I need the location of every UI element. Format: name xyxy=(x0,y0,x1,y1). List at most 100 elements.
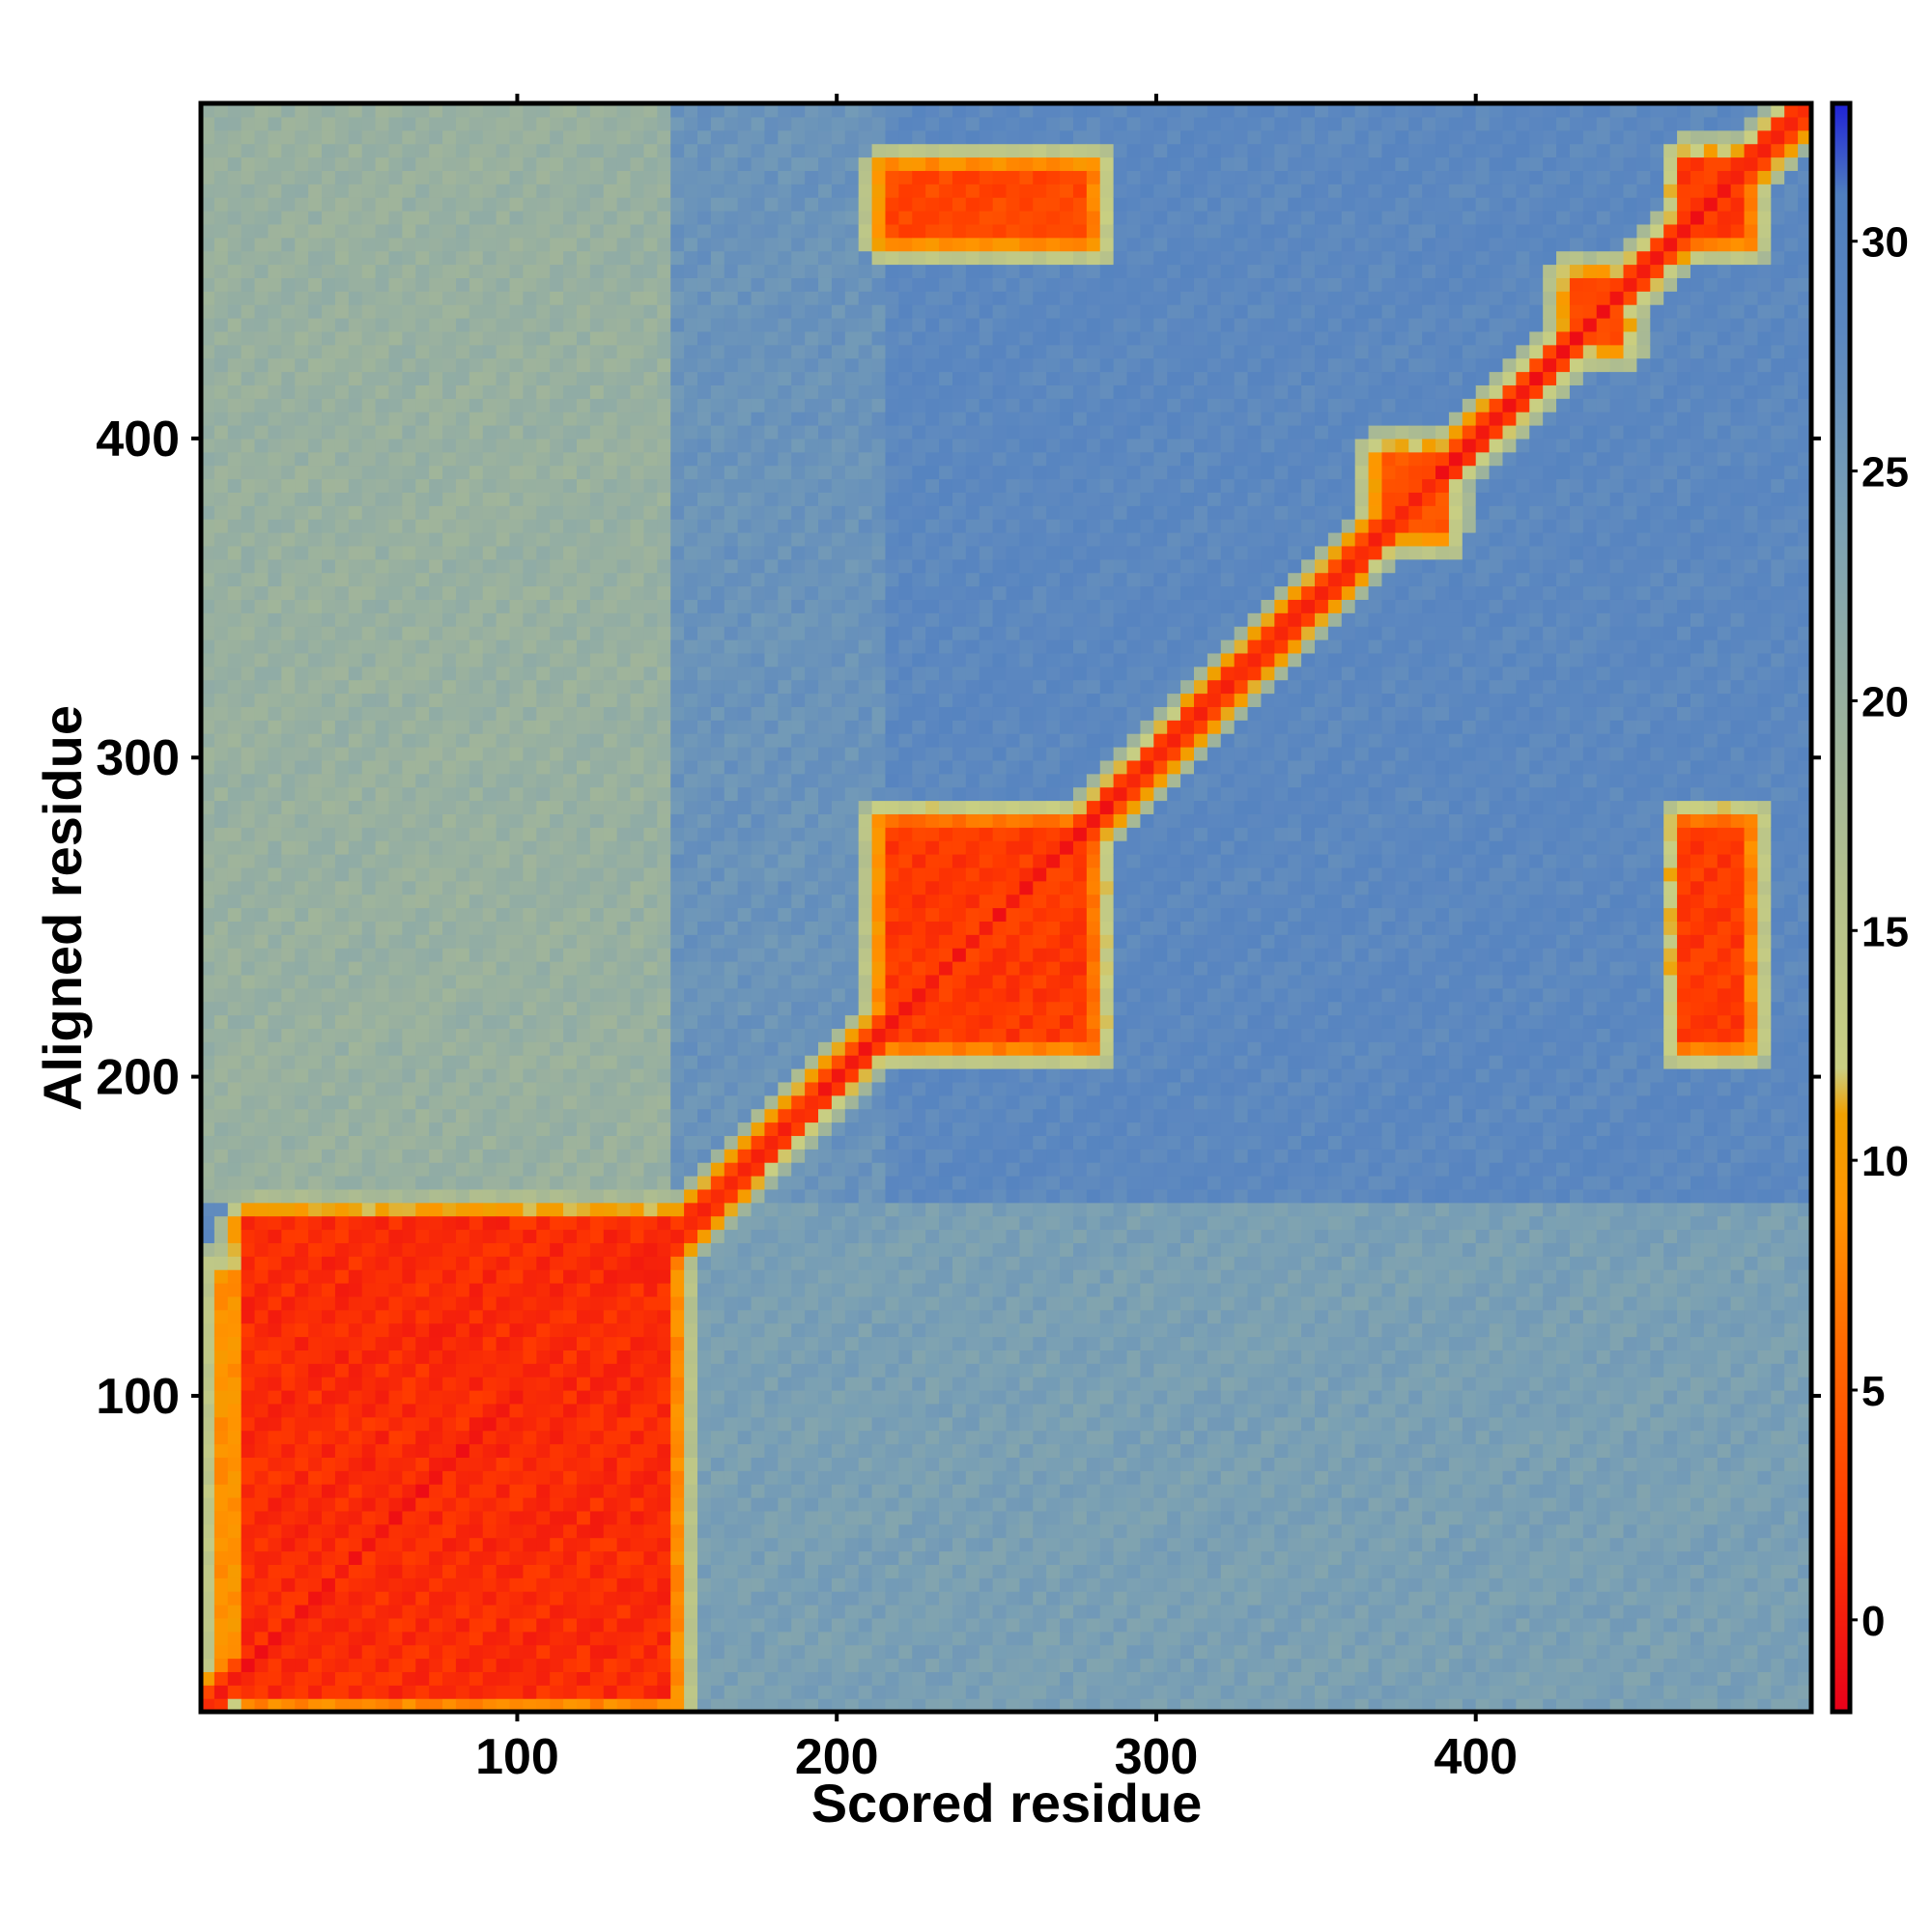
heatmap-cell xyxy=(724,1537,739,1552)
heatmap-cell xyxy=(388,1631,403,1646)
heatmap-cell xyxy=(201,974,215,989)
heatmap-cell xyxy=(334,237,350,252)
heatmap-cell xyxy=(657,894,671,909)
heatmap-cell xyxy=(442,934,457,949)
heatmap-cell xyxy=(469,1443,484,1458)
heatmap-cell xyxy=(523,425,537,440)
heatmap-cell xyxy=(295,1188,309,1204)
heatmap-cell xyxy=(375,827,390,841)
heatmap-cell xyxy=(295,371,309,385)
heatmap-cell xyxy=(308,1685,323,1699)
heatmap-cell xyxy=(201,585,215,600)
heatmap-cell xyxy=(455,156,470,171)
heatmap-cell xyxy=(415,1577,430,1592)
heatmap-cell xyxy=(268,371,282,385)
heatmap-cell xyxy=(657,1176,671,1190)
heatmap-cell xyxy=(227,1363,242,1378)
heatmap-cell xyxy=(268,1457,282,1471)
heatmap-cell xyxy=(308,558,323,574)
heatmap-cell xyxy=(254,706,270,721)
heatmap-cell xyxy=(348,1390,363,1405)
heatmap-cell xyxy=(751,1176,766,1190)
heatmap-cell xyxy=(415,1055,430,1069)
heatmap-cell xyxy=(657,1001,671,1016)
heatmap-cell xyxy=(469,1644,484,1660)
heatmap-cell xyxy=(241,1363,256,1378)
heatmap-cell xyxy=(254,1457,270,1471)
heatmap-cell xyxy=(429,1631,443,1646)
heatmap-cell xyxy=(442,1685,457,1699)
heatmap-cell xyxy=(657,1390,671,1405)
heatmap-cell xyxy=(268,693,282,707)
heatmap-cell xyxy=(630,1457,645,1471)
heatmap-cell xyxy=(509,1377,524,1391)
heatmap-cell xyxy=(361,1135,377,1150)
heatmap-cell xyxy=(334,1350,350,1364)
heatmap-cell xyxy=(563,519,578,533)
heatmap-cell xyxy=(388,143,403,158)
heatmap-cell xyxy=(696,304,712,319)
heatmap-cell xyxy=(402,223,416,239)
heatmap-cell xyxy=(308,223,323,239)
heatmap-cell xyxy=(724,907,739,922)
heatmap-cell xyxy=(295,1336,309,1350)
heatmap-cell xyxy=(496,733,511,748)
heatmap-cell xyxy=(576,1658,591,1672)
heatmap-cell xyxy=(523,867,537,882)
heatmap-cell xyxy=(334,532,350,547)
heatmap-cell xyxy=(295,693,309,707)
heatmap-cell xyxy=(603,907,618,922)
heatmap-cell xyxy=(630,197,645,212)
heatmap-cell xyxy=(657,759,671,775)
heatmap-cell xyxy=(455,1631,470,1646)
heatmap-cell xyxy=(523,318,537,332)
heatmap-cell xyxy=(576,478,591,493)
heatmap-cell xyxy=(751,773,766,788)
heatmap-cell xyxy=(322,291,336,305)
heatmap-cell xyxy=(509,1242,524,1257)
heatmap-cell xyxy=(213,1577,229,1592)
heatmap-cell xyxy=(550,438,564,453)
heatmap-cell xyxy=(348,1443,363,1458)
heatmap-cell xyxy=(509,1698,524,1713)
heatmap-cell xyxy=(684,987,698,1003)
heatmap-cell xyxy=(589,693,605,707)
heatmap-cell xyxy=(670,1229,685,1243)
heatmap-cell xyxy=(724,1336,739,1350)
heatmap-cell xyxy=(348,545,363,560)
heatmap-cell xyxy=(751,1269,766,1284)
heatmap-cell xyxy=(348,304,363,319)
heatmap-cell xyxy=(201,733,215,748)
heatmap-cell xyxy=(227,1041,242,1056)
heatmap-cell xyxy=(254,129,270,145)
heatmap-cell xyxy=(281,1685,296,1699)
heatmap-cell xyxy=(334,1242,350,1257)
heatmap-cell xyxy=(616,1591,632,1605)
heatmap-cell xyxy=(361,693,377,707)
heatmap-cell xyxy=(334,344,350,359)
heatmap-cell xyxy=(482,1162,497,1177)
heatmap-cell xyxy=(241,1094,256,1110)
heatmap-cell xyxy=(402,492,416,506)
heatmap-cell xyxy=(241,545,256,560)
heatmap-cell xyxy=(469,344,484,359)
heatmap-cell xyxy=(603,451,618,467)
heatmap-cell xyxy=(322,505,336,520)
heatmap-cell xyxy=(201,1577,215,1592)
heatmap-cell xyxy=(616,505,632,520)
heatmap-cell xyxy=(589,1658,605,1672)
heatmap-cell xyxy=(696,786,712,802)
heatmap-cell xyxy=(536,974,551,989)
heatmap-cell xyxy=(375,1484,390,1498)
heatmap-cell xyxy=(388,492,403,506)
heatmap-cell xyxy=(254,412,270,426)
heatmap-cell xyxy=(670,1295,685,1311)
heatmap-cell xyxy=(201,948,215,962)
heatmap-cell xyxy=(361,184,377,198)
heatmap-cell xyxy=(295,720,309,734)
heatmap-cell xyxy=(308,1523,323,1539)
heatmap-cell xyxy=(643,277,658,292)
heatmap-cell xyxy=(563,1377,578,1391)
heatmap-cell xyxy=(576,907,591,922)
heatmap-cell xyxy=(710,344,725,359)
